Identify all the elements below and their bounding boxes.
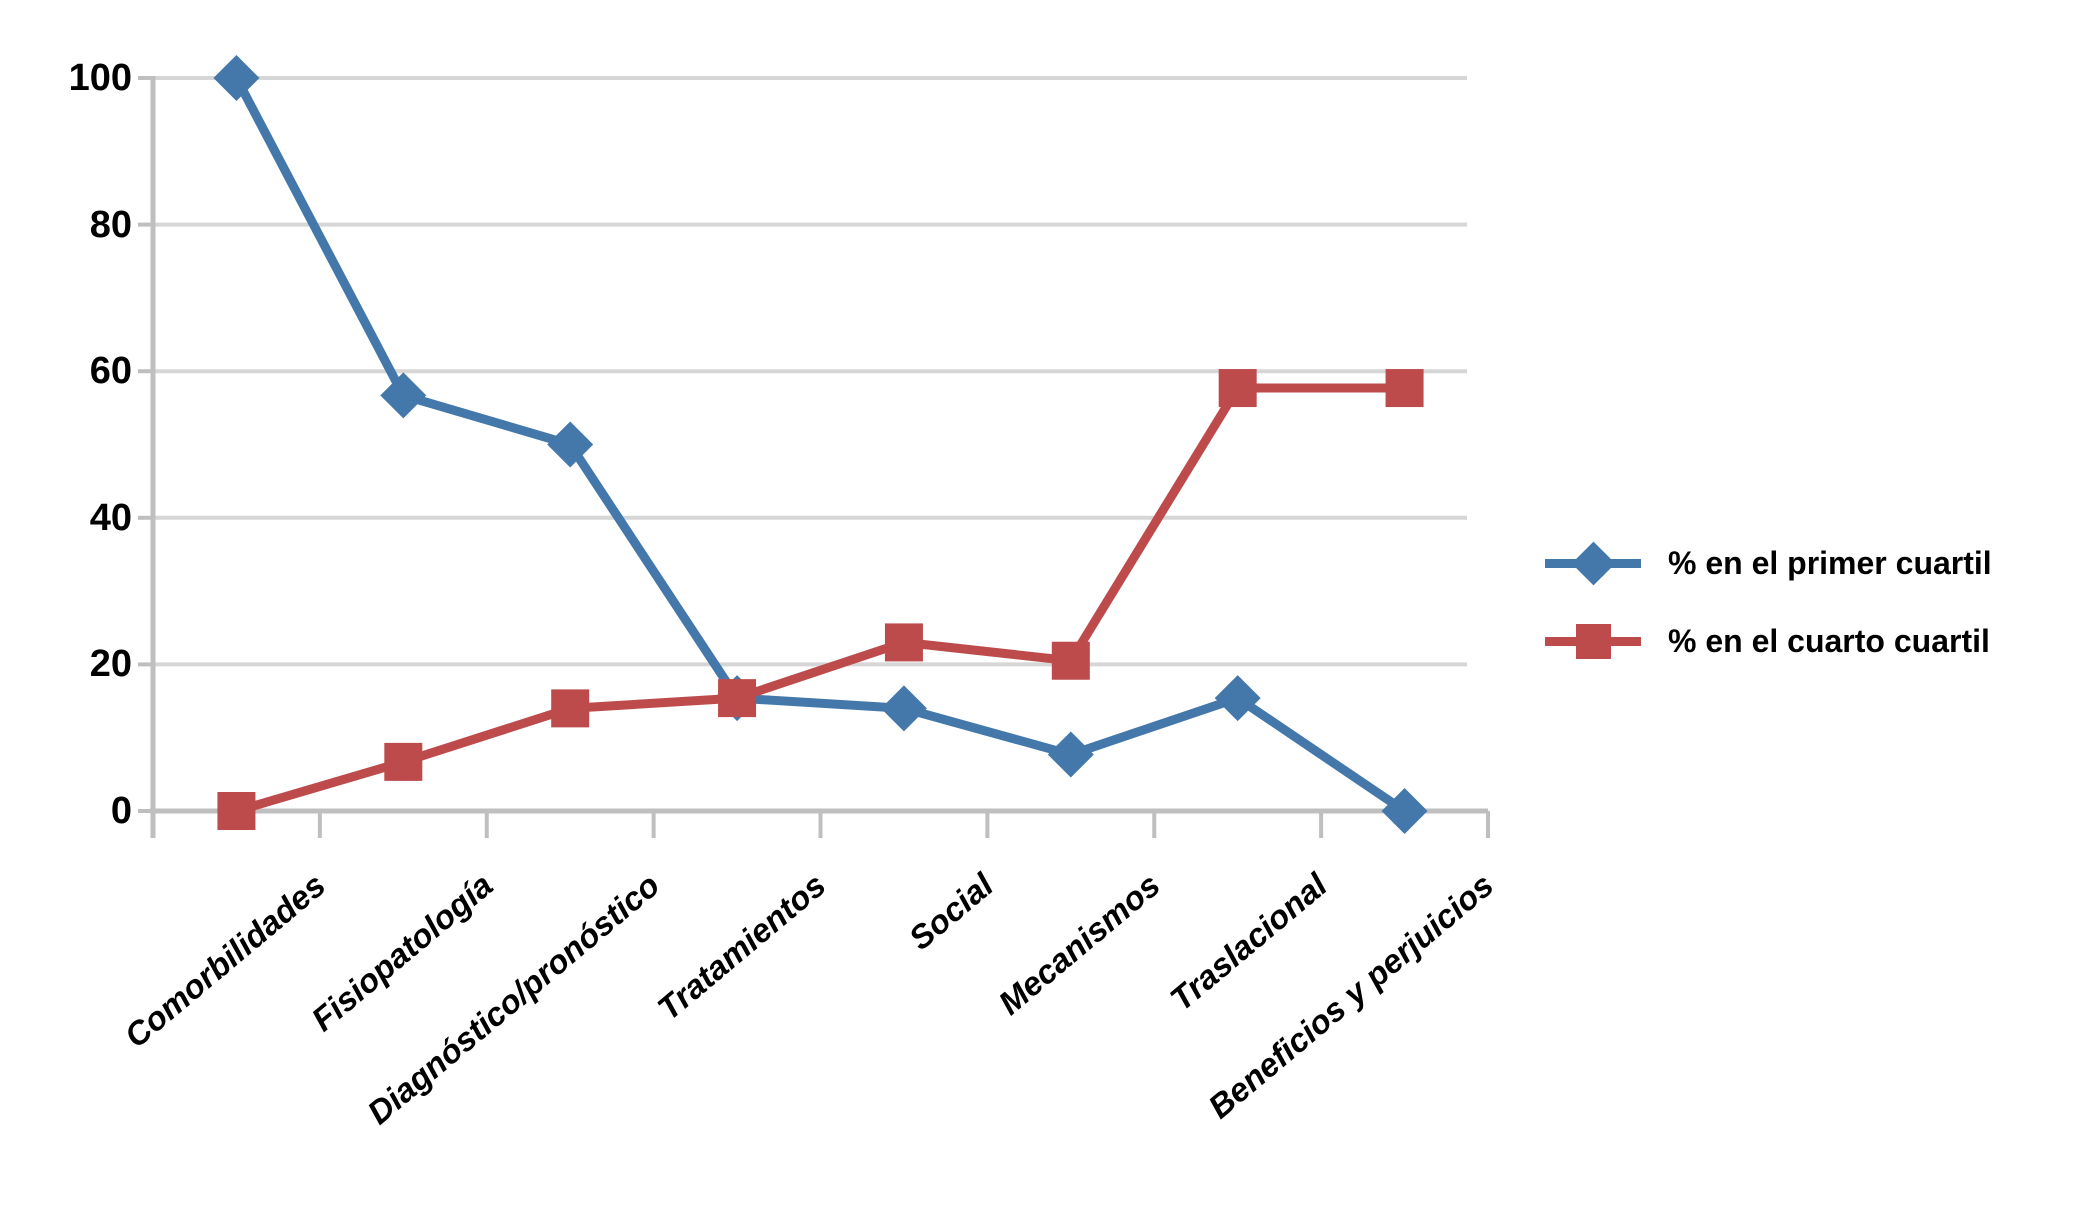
data-point-square xyxy=(718,679,757,718)
legend-diamond-marker-icon xyxy=(1545,541,1641,586)
data-point-square xyxy=(884,623,923,662)
legend-label-cuarto-cuartil: % en el cuarto cuartil xyxy=(1668,622,1990,659)
data-point-diamond xyxy=(1214,675,1261,722)
data-point-square xyxy=(1051,641,1090,680)
legend-square-marker-icon xyxy=(1545,621,1641,661)
data-point-diamond xyxy=(213,55,260,101)
y-axis-tick-label: 20 xyxy=(89,643,132,686)
data-point-square xyxy=(1218,369,1257,408)
series-line-1 xyxy=(235,383,1405,816)
data-point-diamond xyxy=(380,372,427,419)
legend: % en el primer cuartil % en el cuarto cu… xyxy=(1545,524,2085,680)
series-line-0 xyxy=(232,75,1408,815)
y-axis-tick-label: 60 xyxy=(89,350,132,393)
y-axis-tick-label: 100 xyxy=(68,57,132,99)
square-icon xyxy=(1576,624,1611,659)
data-point-diamond xyxy=(1381,788,1428,834)
data-point-diamond xyxy=(547,421,594,468)
data-point-diamond xyxy=(1047,731,1094,778)
y-axis-tick-label: 80 xyxy=(89,203,132,246)
data-point-diamond xyxy=(880,685,927,732)
data-point-square xyxy=(551,689,590,728)
y-axis-tick-label: 0 xyxy=(110,790,132,832)
legend-item-primer-cuartil: % en el primer cuartil xyxy=(1545,524,2085,602)
diamond-icon xyxy=(1571,541,1616,586)
data-point-square xyxy=(1385,369,1424,408)
data-point-square xyxy=(384,742,423,781)
y-axis-tick-label: 40 xyxy=(89,496,132,539)
legend-label-primer-cuartil: % en el primer cuartil xyxy=(1668,544,1992,581)
legend-item-cuarto-cuartil: % en el cuarto cuartil xyxy=(1545,602,2085,680)
data-point-square xyxy=(217,792,256,830)
